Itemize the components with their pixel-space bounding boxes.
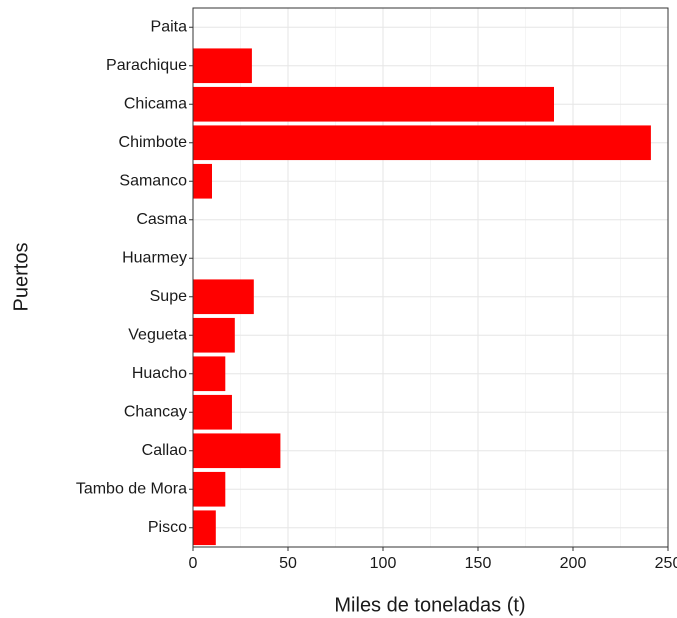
y-tick-label: Huarmey (122, 249, 187, 266)
y-tick-label: Supe (150, 288, 187, 305)
plot-border (192, 7, 669, 548)
y-tick-label: Chancay (124, 403, 187, 420)
bar (193, 317, 235, 353)
y-tick-label: Samanco (119, 172, 187, 189)
y-tick-label: Chimbote (119, 134, 188, 151)
bar (193, 356, 226, 392)
y-tick-label: Parachique (106, 57, 187, 74)
y-tick-label: Tambo de Mora (76, 480, 187, 497)
y-tick-label: Pisco (148, 519, 187, 536)
bar (193, 394, 232, 430)
y-axis-title: Puertos (10, 243, 32, 312)
x-tick-label: 250 (655, 555, 677, 572)
x-tick-label: 100 (370, 555, 397, 572)
y-tick-label: Vegueta (128, 326, 187, 343)
bar (193, 48, 252, 84)
bar (193, 510, 216, 546)
bar (193, 433, 281, 469)
x-tick-label: 50 (279, 555, 297, 572)
y-tick-label: Chicama (124, 95, 187, 112)
x-tick-label: 150 (465, 555, 492, 572)
y-tick-label: Huacho (132, 365, 187, 382)
bar (193, 163, 212, 199)
x-tick-label: 200 (560, 555, 587, 572)
x-axis-title: Miles de toneladas (t) (334, 594, 525, 616)
bar (193, 471, 226, 507)
bar (193, 86, 554, 122)
bar (193, 279, 254, 315)
bar (193, 125, 651, 161)
y-tick-label: Paita (151, 18, 188, 35)
x-tick-label: 0 (189, 555, 198, 572)
y-tick-label: Casma (136, 211, 187, 228)
y-tick-label: Callao (142, 442, 187, 459)
